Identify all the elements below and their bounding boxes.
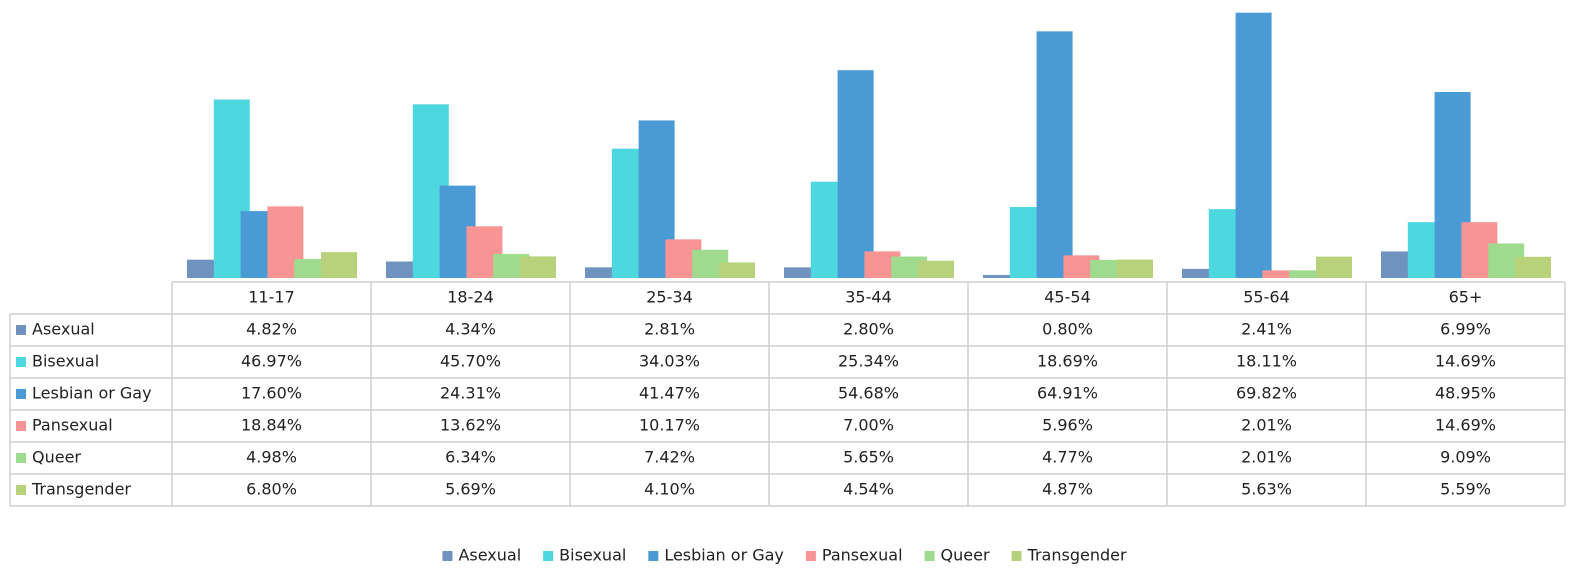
cell-value: 14.69% [1435,416,1496,435]
table-key [16,325,26,335]
cell-value: 9.09% [1440,448,1491,467]
cell-value: 5.65% [843,448,894,467]
legend-key [648,551,659,561]
cell-value: 7.42% [644,448,695,467]
legend-label: Bisexual [559,546,626,565]
cell-value: 2.01% [1241,448,1292,467]
cell-value: 18.69% [1037,352,1098,371]
legend-label: Queer [941,546,990,565]
cell-value: 48.95% [1435,384,1496,403]
table-key [16,389,26,399]
cell-value: 18.84% [241,416,302,435]
row-label: Asexual [32,320,95,339]
bar [1235,12,1272,279]
cell-value: 14.69% [1435,352,1496,371]
cell-value: 5.69% [445,480,496,499]
cell-value: 17.60% [241,384,302,403]
cell-value: 25.34% [838,352,899,371]
cell-value: 5.63% [1241,480,1292,499]
x-tick-label: 11-17 [248,288,295,307]
table-key [16,453,26,463]
legend-key [442,551,453,561]
table-key [16,357,26,367]
cell-value: 46.97% [241,352,302,371]
cell-value: 2.81% [644,320,695,339]
cell-value: 4.10% [644,480,695,499]
cell-value: 54.68% [838,384,899,403]
cell-value: 6.99% [1440,320,1491,339]
cell-value: 4.98% [246,448,297,467]
cell-value: 6.34% [445,448,496,467]
cell-value: 5.96% [1042,416,1093,435]
bar [1036,31,1073,279]
cell-value: 41.47% [639,384,700,403]
cell-value: 5.59% [1440,480,1491,499]
table-key [16,421,26,431]
bar [784,267,820,278]
row-label: Bisexual [32,352,99,371]
cell-value: 4.87% [1042,480,1093,499]
bar [1262,270,1299,278]
legend-key [1011,551,1022,561]
cell-value: 64.91% [1037,384,1098,403]
legend-label: Asexual [458,546,521,565]
cell-value: 6.80% [246,480,297,499]
cell-value: 18.11% [1236,352,1297,371]
row-label: Pansexual [32,416,113,435]
bar [918,260,954,278]
cell-value: 4.82% [246,320,297,339]
x-tick-label: 35-44 [845,288,892,307]
bar [1515,256,1551,278]
cell-value: 4.77% [1042,448,1093,467]
row-label: Lesbian or Gay [32,384,152,403]
bar [321,252,357,278]
cell-value: 2.41% [1241,320,1292,339]
bar [1289,270,1326,278]
legend-label: Lesbian or Gay [664,546,784,565]
cell-value: 45.70% [440,352,501,371]
bar [719,262,755,278]
table-key [16,485,26,495]
x-tick-label: 55-64 [1243,288,1290,307]
x-tick-label: 25-34 [646,288,693,307]
cell-value: 0.80% [1042,320,1093,339]
cell-value: 2.01% [1241,416,1292,435]
cell-value: 2.80% [843,320,894,339]
legend-key [924,551,935,561]
bar [837,70,874,278]
x-tick-label: 65+ [1449,288,1483,307]
bar [520,256,556,278]
bar [1316,256,1352,278]
row-label: Transgender [31,480,131,499]
cell-value: 10.17% [639,416,700,435]
legend-key [543,551,554,561]
legend-label: Transgender [1027,546,1127,565]
cell-value: 7.00% [843,416,894,435]
bar [983,274,1019,278]
row-label: Queer [32,448,81,467]
cell-value: 69.82% [1236,384,1297,403]
x-tick-label: 45-54 [1044,288,1091,307]
bar [1182,268,1218,278]
legend-label: Pansexual [822,546,903,565]
cell-value: 4.54% [843,480,894,499]
cell-value: 4.34% [445,320,496,339]
cell-value: 34.03% [639,352,700,371]
legend-key [805,551,816,561]
bar [585,267,621,278]
cell-value: 24.31% [440,384,501,403]
cell-value: 13.62% [440,416,501,435]
bar [1117,259,1153,278]
x-tick-label: 18-24 [447,288,494,307]
